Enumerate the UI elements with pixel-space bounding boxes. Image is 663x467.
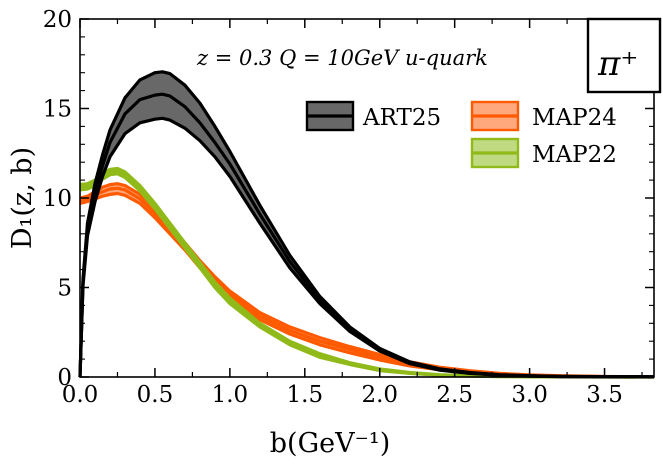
- map22-lower-line: [79, 172, 654, 379]
- map24-band: [80, 183, 654, 377]
- art25-lower-line: [78, 116, 655, 379]
- x-axis-ticks: 0.0 0.5 1.0 1.5 2.0 2.5 3.0 3.5: [62, 19, 643, 408]
- chart-annotation: z = 0.3 Q = 10GeV u-quark: [196, 46, 488, 70]
- map24-upper-line: [79, 182, 655, 379]
- x-axis-label: b(GeV⁻¹): [270, 428, 390, 459]
- legend: ART25 MAP24 MAP22: [305, 100, 617, 169]
- map22-central-line: [79, 169, 655, 379]
- y-tick-label: 15: [43, 97, 72, 123]
- x-tick-label: 1.0: [212, 382, 249, 408]
- x-tick-label: 2.0: [361, 382, 398, 408]
- y-tick-label: 0: [57, 365, 72, 391]
- legend-label-map24: MAP24: [532, 105, 617, 131]
- badge-box: [586, 17, 662, 94]
- y-axis-ticks: 0 5 10 15 20: [43, 7, 654, 391]
- badge-label: π⁺: [597, 44, 638, 84]
- x-tick-label: 2.5: [436, 382, 473, 408]
- x-tick-label: 3.0: [511, 382, 548, 408]
- map22-upper-line: [79, 166, 655, 379]
- series-bands: [80, 71, 654, 378]
- y-tick-label: 20: [43, 7, 72, 33]
- y-tick-label: 5: [57, 276, 72, 302]
- y-axis-label: D₁(z, b): [7, 147, 38, 249]
- art25-band: [80, 71, 654, 378]
- x-tick-label: 0.5: [137, 382, 174, 408]
- y-tick-label: 10: [43, 186, 72, 212]
- legend-label-map22: MAP22: [532, 142, 617, 168]
- x-tick-label: 3.5: [586, 382, 623, 408]
- legend-label-art25: ART25: [362, 105, 441, 131]
- x-tick-label: 1.5: [287, 382, 324, 408]
- art25-central-line: [78, 92, 655, 379]
- x-tick-label: 0.0: [62, 382, 99, 408]
- map22-band: [80, 168, 654, 377]
